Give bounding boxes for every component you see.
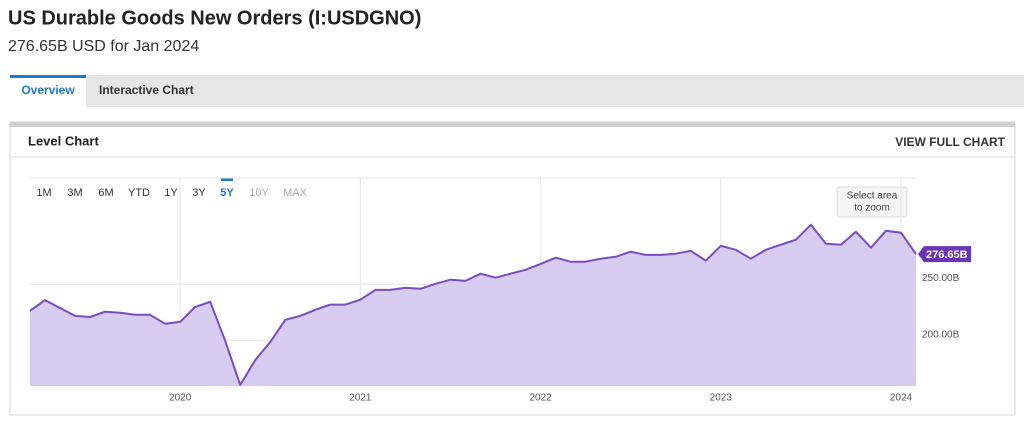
range-button[interactable]: 5Y <box>220 187 234 199</box>
panel-top-border <box>10 122 1015 127</box>
tab[interactable]: Interactive Chart <box>99 83 194 97</box>
y-tick-label: 250.00B <box>922 273 960 284</box>
range-button[interactable]: YTD <box>128 187 150 199</box>
tab-bar <box>10 75 1024 107</box>
zoom-hint: to zoom <box>854 203 890 214</box>
x-tick-label: 2023 <box>710 393 733 404</box>
y-tick-label: 200.00B <box>922 329 960 340</box>
range-button: MAX <box>283 187 308 199</box>
tab[interactable]: Overview <box>21 83 75 97</box>
x-tick-label: 2022 <box>529 393 552 404</box>
x-tick-label: 2024 <box>890 393 913 404</box>
range-active-indicator <box>221 178 233 181</box>
x-tick-label: 2020 <box>169 393 192 404</box>
value-label-box <box>918 246 971 263</box>
page-subtitle: 276.65B USD for Jan 2024 <box>8 38 199 55</box>
zoom-hint-box <box>836 186 908 218</box>
tab-active-indicator <box>10 75 86 78</box>
range-button[interactable]: 3Y <box>192 187 206 199</box>
tab-active-bg <box>10 75 86 107</box>
page-title: US Durable Goods New Orders (I:USDGNO) <box>8 7 421 29</box>
line <box>29 223 917 386</box>
range-button: 10Y <box>249 187 269 199</box>
x-tick-label: 2021 <box>349 393 372 404</box>
range-button[interactable]: 6M <box>98 187 113 199</box>
range-button[interactable]: 1M <box>36 187 51 199</box>
view-full-chart[interactable]: VIEW FULL CHART <box>895 135 1005 149</box>
area <box>30 224 916 386</box>
range-button[interactable]: 1Y <box>164 187 178 199</box>
zoom-hint: Select area <box>847 191 898 202</box>
value-label: 276.65B <box>926 249 968 261</box>
panel-title: Level Chart <box>28 133 99 148</box>
range-button[interactable]: 3M <box>67 187 82 199</box>
